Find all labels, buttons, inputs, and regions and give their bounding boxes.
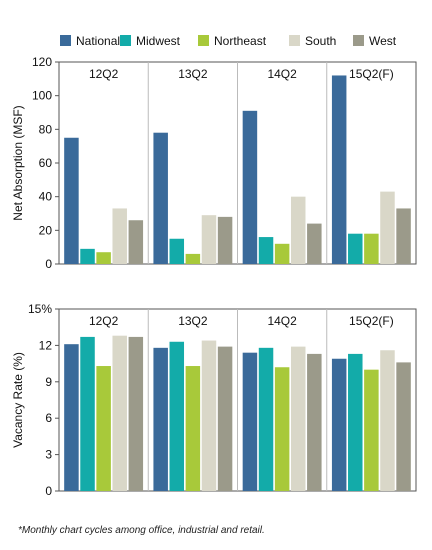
legend-label-northeast: Northeast <box>214 34 267 48</box>
panel1-category-label: 13Q2 <box>178 67 208 81</box>
panel2-category-label: 14Q2 <box>267 314 297 328</box>
panel1-category-label: 14Q2 <box>267 67 297 81</box>
legend-swatch-south <box>289 35 300 46</box>
panel1-y-tick-label: 20 <box>39 223 53 237</box>
panel2-category-label: 13Q2 <box>178 314 208 328</box>
panel1-y-tick-label: 0 <box>45 257 52 271</box>
panel2-bar-midwest-14q2 <box>258 347 274 491</box>
panel1-y-tick-label: 40 <box>39 190 53 204</box>
panel2-bar-west-12q2 <box>128 336 144 491</box>
legend-swatch-midwest <box>120 35 131 46</box>
panel1-bar-west-14q2 <box>307 223 322 264</box>
panel1-bar-northeast-13q2 <box>185 253 201 264</box>
panel2-category-label: 12Q2 <box>89 314 119 328</box>
panel1-bar-west-13q2 <box>217 216 233 264</box>
panel1-category-label: 15Q2(F) <box>349 67 394 81</box>
panel1-category-label: 12Q2 <box>89 67 119 81</box>
panel2-y-tick-label: 9 <box>45 375 52 389</box>
panel1-bar-midwest-15q2f <box>348 233 363 264</box>
panel2-bar-national-13q2 <box>153 347 168 491</box>
panel2-y-tick-label: 12 <box>39 338 53 352</box>
panel1-y-tick-label: 120 <box>32 55 52 69</box>
panel2-y-tick-label: 15% <box>28 302 52 316</box>
legend-label-midwest: Midwest <box>136 34 181 48</box>
panel1-bar-south-15q2f <box>380 191 395 264</box>
panel1-bar-midwest-12q2 <box>80 248 95 264</box>
panel1-bar-west-15q2f <box>396 208 411 264</box>
panel2-bar-national-12q2 <box>64 344 79 491</box>
panel2-bar-northeast-13q2 <box>185 366 201 491</box>
panel2-bar-south-12q2 <box>112 335 127 491</box>
panel2-y-axis-label: Vacancy Rate (%) <box>11 352 25 448</box>
panel1-bar-national-13q2 <box>153 132 168 264</box>
panel2-bar-northeast-12q2 <box>96 366 111 491</box>
panel1-y-tick-label: 60 <box>39 156 53 170</box>
panel1-bar-south-13q2 <box>201 215 217 264</box>
panel1-bar-national-12q2 <box>64 137 79 264</box>
panel1-y-tick-label: 100 <box>32 89 52 103</box>
panel2-bar-west-14q2 <box>307 353 322 491</box>
panel2-bar-midwest-12q2 <box>80 336 95 491</box>
panel1-y-axis-label: Net Absorption (MSF) <box>11 105 25 220</box>
panel1-bar-northeast-12q2 <box>96 252 111 264</box>
legend-label-west: West <box>369 34 397 48</box>
panel2-bar-national-15q2f <box>331 358 347 491</box>
panel2-bar-south-15q2f <box>380 350 395 491</box>
panel2-bar-west-13q2 <box>217 346 233 491</box>
panel2-y-tick-label: 6 <box>45 411 52 425</box>
legend-swatch-northeast <box>198 35 209 46</box>
panel2-bar-midwest-15q2f <box>348 353 363 491</box>
panel1-bar-national-15q2f <box>331 75 347 264</box>
panel2-bar-northeast-15q2f <box>364 369 379 491</box>
panel2-bar-midwest-13q2 <box>169 341 185 491</box>
panel2-bar-south-14q2 <box>290 346 306 491</box>
panel2-bar-west-15q2f <box>396 362 411 491</box>
panel1-bar-northeast-15q2f <box>364 233 379 264</box>
panel1-y-tick-label: 80 <box>39 122 53 136</box>
panel1-bar-national-14q2 <box>242 110 258 264</box>
legend-swatch-west <box>353 35 364 46</box>
panel2-y-tick-label: 0 <box>45 484 52 498</box>
panel1-bar-northeast-14q2 <box>274 243 290 264</box>
panel1-bar-south-14q2 <box>290 196 306 264</box>
panel2-bar-south-13q2 <box>201 340 217 491</box>
panel1-bar-midwest-14q2 <box>258 237 274 264</box>
panel2-bar-northeast-14q2 <box>274 367 290 491</box>
legend-swatch-national <box>60 35 71 46</box>
panel1-bar-south-12q2 <box>112 208 127 264</box>
panel2-y-tick-label: 3 <box>45 448 52 462</box>
legend-label-national: National <box>76 34 120 48</box>
panel1-bar-midwest-13q2 <box>169 238 185 264</box>
panel2-bar-national-14q2 <box>242 352 258 491</box>
panel1-bar-west-12q2 <box>128 220 144 264</box>
footnote: *Monthly chart cycles among office, indu… <box>18 525 265 536</box>
legend-label-south: South <box>305 34 336 48</box>
panel2-category-label: 15Q2(F) <box>349 314 394 328</box>
